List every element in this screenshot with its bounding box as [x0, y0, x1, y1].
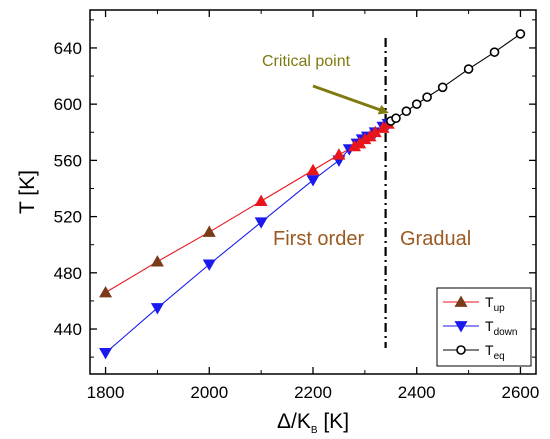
legend-label-up: Tup	[485, 294, 505, 314]
y-tick-label: 520	[54, 208, 82, 227]
data-point-down	[306, 175, 320, 187]
series-markers	[99, 29, 526, 360]
y-tick-label: 480	[54, 264, 82, 283]
data-point-down	[202, 259, 216, 271]
x-axis-title-main: Δ/K	[277, 410, 311, 433]
data-point-down	[99, 348, 113, 360]
y-tick-label: 600	[54, 95, 82, 114]
data-point-eq	[489, 47, 500, 57]
first-order-label: First order	[273, 228, 364, 250]
data-point-eq	[515, 29, 526, 39]
critical-point-label: Critical point	[262, 53, 351, 70]
legend-marker-down	[454, 321, 468, 333]
y-tick-label: 440	[54, 320, 82, 339]
legend-marker-eq	[456, 345, 466, 355]
legend-marker-up	[454, 295, 468, 307]
tick-labels: 1800 2000 2200 2400 2600 440 480 520 560 600 640	[54, 39, 540, 402]
data-point-down	[254, 217, 268, 229]
x-axis-title-sub: B	[311, 425, 318, 436]
data-point-down	[150, 303, 164, 315]
legend-box	[436, 287, 532, 367]
data-point-up	[99, 285, 113, 298]
critical-point-arrow	[312, 84, 389, 115]
x-axis-title: Δ/KB [K]	[277, 410, 349, 436]
data-point-eq	[422, 92, 432, 102]
data-point-up	[202, 225, 216, 237]
data-point-eq	[437, 82, 448, 93]
legend: Tup Tdown Teq	[436, 287, 532, 367]
data-point-eq	[401, 106, 412, 116]
data-point-up	[368, 125, 382, 138]
data-point-up	[254, 194, 268, 207]
data-point-eq	[391, 113, 401, 124]
data-point-up	[332, 148, 346, 160]
series-line-eq	[390, 33, 521, 122]
data-point-eq	[411, 99, 422, 109]
x-tick-label: 2200	[294, 383, 332, 402]
y-tick-label: 560	[54, 151, 82, 170]
x-tick-label: 2400	[398, 383, 436, 402]
data-point-eq	[463, 64, 474, 74]
x-axis-title-unit: [K]	[318, 410, 350, 433]
data-point-up	[150, 255, 164, 267]
legend-label-eq: Teq	[485, 342, 505, 362]
x-tick-label: 2600	[502, 383, 540, 402]
x-tick-label: 2000	[190, 383, 228, 402]
x-tick-label: 1800	[87, 383, 125, 402]
data-point-up	[306, 163, 320, 176]
gradual-label: Gradual	[400, 228, 471, 250]
y-tick-label: 640	[54, 39, 82, 58]
plot-frame	[89, 9, 537, 375]
legend-label-down: Tdown	[485, 318, 517, 338]
y-axis-title: T [K]	[16, 170, 39, 214]
